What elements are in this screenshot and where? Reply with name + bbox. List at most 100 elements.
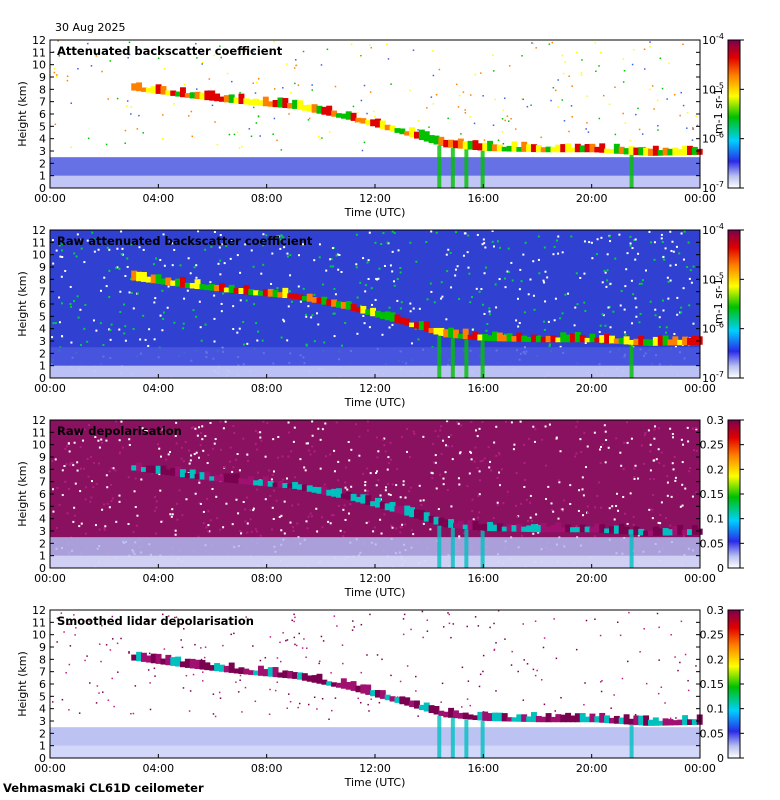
noise-speck <box>364 290 366 292</box>
noise-speck <box>119 311 121 313</box>
signal-speck <box>102 691 104 693</box>
noise-speck <box>183 323 185 325</box>
noise-speck <box>655 314 657 316</box>
signal-speck <box>202 680 204 682</box>
noise-speck <box>606 279 608 281</box>
noise-speck <box>410 487 412 489</box>
noise-speck <box>482 243 484 245</box>
noise-speck <box>396 300 398 302</box>
noise-speck <box>442 478 444 480</box>
signal-speck <box>442 683 444 685</box>
noise-speck <box>256 339 258 341</box>
noise-speck <box>652 494 654 496</box>
noise-speck <box>239 469 241 471</box>
noise-speck <box>74 515 76 517</box>
noise-speck <box>624 285 626 287</box>
noise-speck <box>253 266 255 268</box>
noise-speck <box>273 490 275 492</box>
signal-speck <box>234 134 236 136</box>
noise-speck <box>533 295 535 297</box>
noise-speck <box>356 333 358 335</box>
noise-speck <box>423 499 425 501</box>
y-tick-label: 3 <box>39 335 46 348</box>
noise-speck <box>72 462 74 464</box>
noise-speck <box>233 432 235 434</box>
noise-speck <box>520 421 522 423</box>
noise-speck <box>356 266 358 268</box>
signal-speck <box>409 90 411 92</box>
noise-speck <box>468 273 470 275</box>
noise-speck <box>289 522 291 524</box>
noise-speck <box>484 457 486 459</box>
y-tick-label: 7 <box>39 666 46 679</box>
noise-speck <box>340 530 342 532</box>
signal-speck <box>511 664 513 666</box>
noise-speck <box>131 292 133 294</box>
noise-speck <box>693 266 695 268</box>
noise-speck <box>411 529 413 531</box>
noise-speck <box>389 307 391 309</box>
noise-speck <box>349 503 351 505</box>
noise-speck <box>692 496 694 498</box>
noise-speck <box>519 288 521 290</box>
noise-speck <box>118 329 120 331</box>
noise-speck <box>163 312 165 314</box>
precipitation-streak <box>464 529 468 568</box>
y-tick-label: 11 <box>32 46 46 59</box>
noise-speck <box>604 325 606 327</box>
noise-speck <box>193 309 195 311</box>
noise-speck <box>634 297 636 299</box>
noise-speck <box>220 449 222 451</box>
noise-speck <box>458 298 460 300</box>
noise-speck <box>357 296 359 298</box>
noise-speck <box>631 322 633 324</box>
noise-speck <box>463 255 465 257</box>
signal-speck <box>62 699 64 701</box>
noise-speck <box>682 505 684 507</box>
signal-speck <box>498 139 500 141</box>
noise-speck <box>505 286 507 288</box>
noise-speck <box>682 444 684 446</box>
signal-speck <box>366 113 368 115</box>
signal-speck <box>374 116 376 118</box>
noise-speck <box>259 431 261 433</box>
signal-speck <box>436 94 438 96</box>
signal-speck <box>329 131 331 133</box>
signal-speck <box>277 657 279 659</box>
noise-speck <box>515 319 517 321</box>
signal-speck <box>255 701 256 703</box>
colorbar-unit: m-1 sr-1 <box>712 88 725 134</box>
noise-speck <box>534 428 536 430</box>
noise-speck <box>51 336 53 338</box>
noise-speck <box>390 525 392 527</box>
noise-speck <box>652 517 654 519</box>
noise-speck <box>56 527 58 529</box>
colorbar: 00.050.10.150.20.250.3 <box>700 604 745 765</box>
noise-speck <box>115 521 117 523</box>
noise-speck <box>239 272 241 274</box>
signal-speck <box>470 94 472 96</box>
noise-speck <box>474 461 476 463</box>
signal-speck <box>603 95 605 97</box>
signal-speck <box>549 43 551 45</box>
noise-speck <box>376 456 378 458</box>
signal-speck <box>632 64 634 66</box>
noise-speck <box>422 436 424 438</box>
noise-speck <box>84 304 86 306</box>
noise-speck <box>231 471 233 473</box>
noise-speck <box>207 454 209 456</box>
noise-speck <box>109 470 111 472</box>
noise-speck <box>439 474 441 476</box>
noise-speck <box>368 259 370 261</box>
noise-speck <box>654 425 656 427</box>
signal-speck <box>112 638 114 640</box>
noise-speck <box>675 477 677 479</box>
noise-speck <box>387 469 389 471</box>
noise-speck <box>203 522 205 524</box>
noise-speck <box>164 265 166 267</box>
noise-speck <box>210 519 212 521</box>
signal-speck <box>173 103 175 105</box>
noise-speck <box>287 256 289 258</box>
noise-speck <box>310 316 312 318</box>
noise-speck <box>105 440 107 442</box>
